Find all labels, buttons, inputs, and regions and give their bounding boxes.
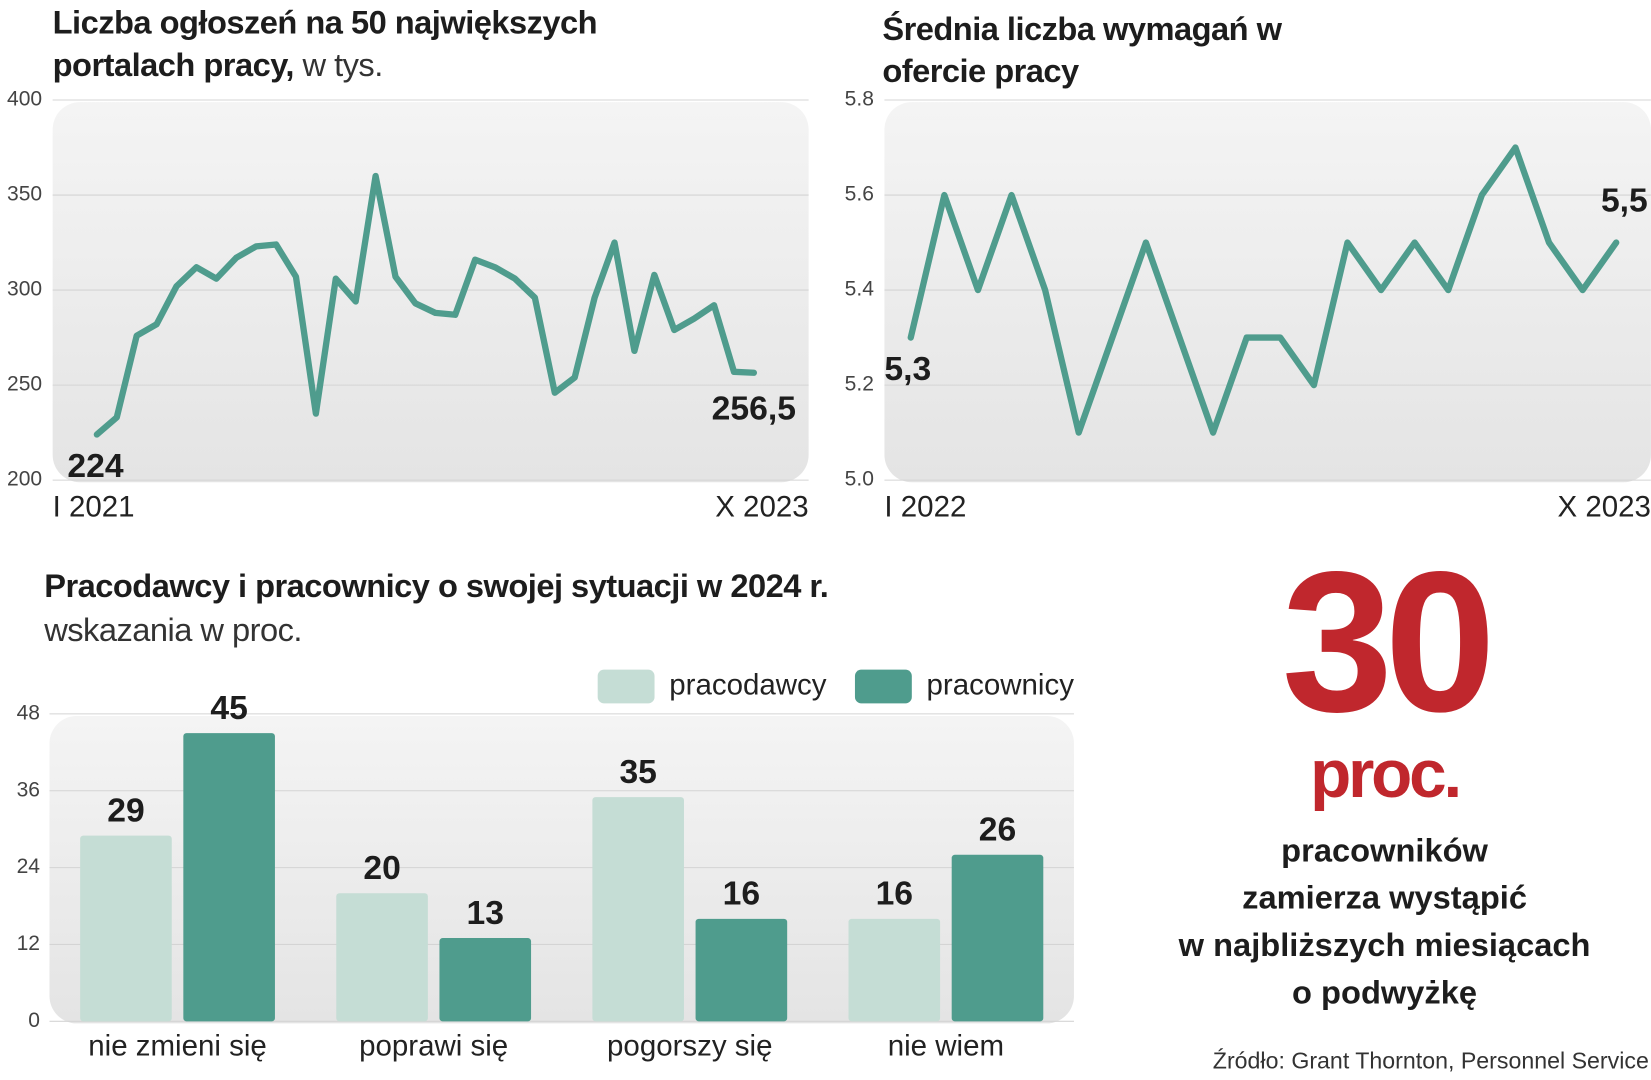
value-label: 20 bbox=[363, 850, 400, 887]
bar bbox=[80, 835, 172, 1022]
y-tick-label: 250 bbox=[7, 373, 42, 396]
y-tick-label: 5.0 bbox=[845, 468, 874, 491]
source: Źródło: Grant Thornton, Personnel Servic… bbox=[1212, 1047, 1649, 1074]
legend-swatch bbox=[597, 669, 655, 704]
y-tick-label: 5.2 bbox=[845, 373, 874, 396]
y-tick-label: 24 bbox=[17, 855, 41, 878]
plot-background bbox=[49, 715, 1074, 1024]
y-tick-label: 5.8 bbox=[845, 88, 874, 111]
value-label: 35 bbox=[619, 754, 656, 791]
value-label: 45 bbox=[210, 690, 247, 727]
callout-text: pracowników zamierza wystąpić w najbliżs… bbox=[1142, 827, 1626, 1017]
bar bbox=[592, 797, 684, 1022]
chart-title: Pracodawcy i pracownicy o swojej sytuacj… bbox=[44, 564, 992, 652]
bar bbox=[336, 893, 428, 1022]
y-tick-label: 5.4 bbox=[845, 278, 875, 301]
x-tick-label: I 2021 bbox=[53, 490, 135, 523]
callout-line: w najbliższych miesiącach bbox=[1178, 926, 1591, 964]
bar bbox=[183, 733, 275, 1022]
value-label: 16 bbox=[876, 876, 913, 913]
legend-swatch bbox=[854, 669, 912, 704]
x-tick-label: nie wiem bbox=[888, 1029, 1004, 1062]
value-label: 256,5 bbox=[712, 391, 796, 428]
y-tick-label: 36 bbox=[17, 778, 40, 801]
callout-line: zamierza wystąpić bbox=[1242, 879, 1527, 917]
y-tick-label: 400 bbox=[7, 88, 42, 111]
plot-background bbox=[52, 102, 809, 483]
legend-label: pracodawcy bbox=[669, 668, 827, 701]
x-tick-label: nie zmieni się bbox=[88, 1029, 267, 1062]
y-tick-label: 200 bbox=[7, 468, 42, 491]
x-tick-label: X 2023 bbox=[1558, 490, 1651, 523]
bar bbox=[951, 854, 1044, 1022]
chart-title: Liczba ogłoszeń na 50 największych porta… bbox=[53, 2, 727, 86]
y-tick-label: 350 bbox=[7, 183, 42, 206]
callout-line: o podwyżkę bbox=[1292, 973, 1478, 1011]
chart-subtitle: wskazania w proc. bbox=[44, 611, 302, 649]
bar bbox=[695, 918, 788, 1022]
value-label: 29 bbox=[107, 792, 144, 829]
title-text: Pracodawcy i pracownicy o swojej sytuacj… bbox=[44, 567, 829, 605]
chart-title: Średnia liczba wymagań w ofercie pracy bbox=[882, 10, 1282, 90]
data-line bbox=[907, 144, 1620, 436]
data-line bbox=[93, 172, 758, 438]
callout-unit: proc. bbox=[1310, 735, 1462, 812]
x-tick-label: pogorszy się bbox=[607, 1029, 772, 1062]
callout-number: 30 bbox=[1281, 530, 1496, 754]
value-label: 224 bbox=[67, 448, 123, 485]
bar bbox=[848, 918, 941, 1022]
title-text: Liczba ogłoszeń na 50 największych porta… bbox=[52, 4, 598, 84]
value-label: 5,5 bbox=[1601, 182, 1648, 219]
y-tick-label: 5.6 bbox=[845, 183, 874, 206]
value-label: 26 bbox=[979, 812, 1016, 849]
callout-line: pracowników bbox=[1281, 831, 1488, 869]
y-tick-label: 12 bbox=[17, 932, 40, 955]
bar bbox=[439, 938, 532, 1022]
legend-label: pracownicy bbox=[927, 668, 1075, 701]
plot-background bbox=[884, 102, 1651, 483]
value-label: 16 bbox=[723, 876, 760, 913]
value-label: 5,3 bbox=[884, 351, 931, 388]
chart-subtitle: w tys. bbox=[302, 46, 384, 84]
y-tick-label: 48 bbox=[17, 701, 40, 724]
value-label: 13 bbox=[467, 895, 504, 932]
x-tick-label: poprawi się bbox=[359, 1029, 508, 1062]
x-tick-label: I 2022 bbox=[884, 490, 966, 523]
x-tick-label: X 2023 bbox=[715, 490, 808, 523]
y-tick-label: 300 bbox=[7, 278, 42, 301]
y-tick-label: 0 bbox=[28, 1009, 40, 1032]
